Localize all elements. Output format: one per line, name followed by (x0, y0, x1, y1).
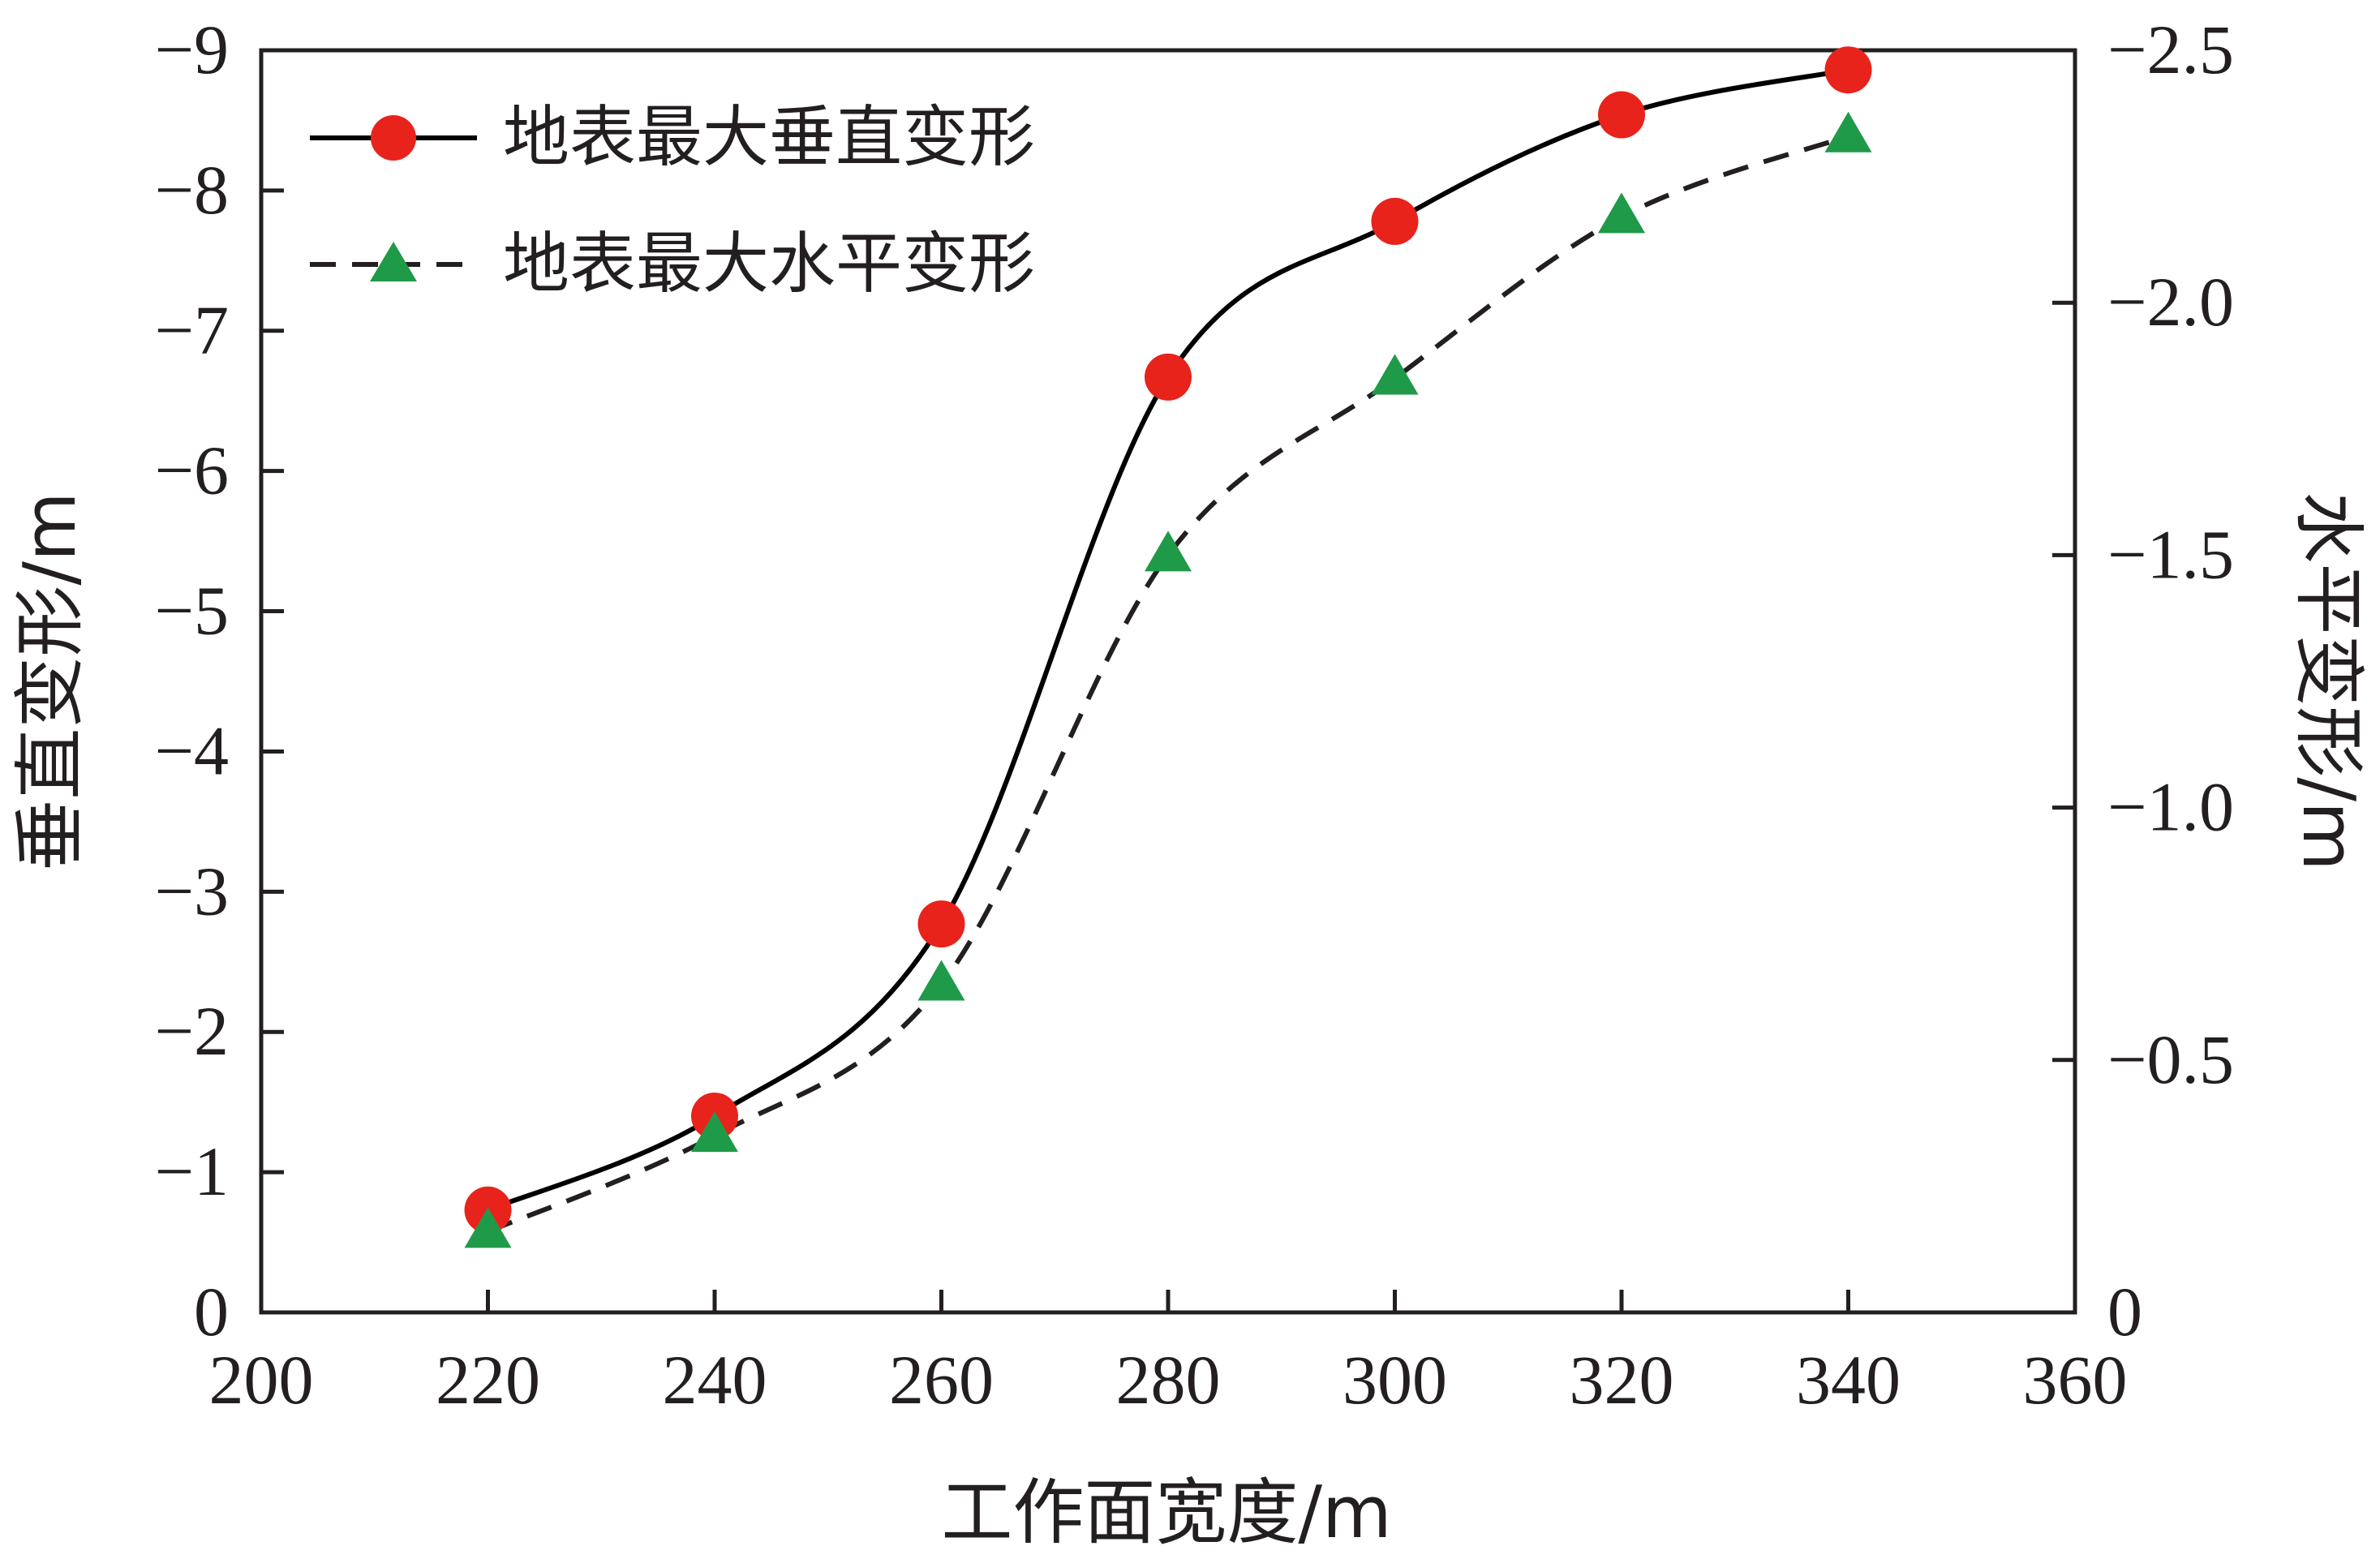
y-left-tick-label: −1 (154, 1132, 229, 1210)
data-point-circle (1598, 91, 1645, 139)
legend-label-horizontal: 地表最大水平变形 (503, 225, 1035, 303)
y-right-tick-label: −2.0 (2107, 263, 2234, 341)
x-tick-label: 360 (2023, 1341, 2128, 1419)
y-right-tick-label: 0 (2107, 1273, 2142, 1351)
x-tick-label: 280 (1116, 1341, 1221, 1419)
x-tick-label: 220 (436, 1341, 540, 1419)
data-point-triangle (917, 960, 965, 1001)
data-point-triangle (691, 1111, 738, 1153)
y-right-tick-label: −1.5 (2107, 515, 2234, 593)
legend-label-vertical: 地表最大垂直变形 (503, 99, 1035, 176)
x-tick-label: 260 (889, 1341, 994, 1419)
x-tick-label: 300 (1343, 1341, 1447, 1419)
y-left-tick-label: −8 (154, 151, 229, 229)
y-left-tick-label: −7 (154, 291, 229, 369)
y-left-tick-label: −4 (154, 711, 229, 789)
y-left-tick-label: 0 (194, 1273, 229, 1351)
data-point-triangle (1824, 111, 1872, 152)
x-axis-title: 工作面宽度/m (941, 1471, 1391, 1554)
data-point-triangle (1371, 354, 1419, 395)
x-tick-label: 240 (663, 1341, 767, 1419)
markers-layer (464, 46, 1872, 1248)
right-axis-title: 水平变形/m (2287, 492, 2370, 870)
data-point-triangle (464, 1207, 512, 1248)
legend-marker-circle (371, 115, 416, 161)
legend: 地表最大垂直变形 地表最大水平变形 (310, 99, 1035, 303)
ticks-layer: 200 220 240 260 280 300 320 340 3600−1−2−3−4−5−6… (154, 11, 2234, 1419)
y-left-tick-label: −2 (154, 992, 229, 1070)
x-tick-label: 320 (1570, 1341, 1674, 1419)
y-left-tick-label: −3 (154, 852, 229, 930)
data-point-circle (1145, 353, 1192, 401)
y-right-tick-label: −1.0 (2107, 768, 2234, 846)
data-point-triangle (1598, 192, 1645, 234)
data-point-circle (1371, 197, 1419, 245)
legend-marker-triangle (370, 242, 417, 281)
y-right-tick-label: −0.5 (2107, 1020, 2234, 1098)
data-point-circle (1824, 46, 1872, 94)
y-left-tick-label: −9 (154, 11, 229, 88)
x-tick-label: 340 (1796, 1341, 1901, 1419)
left-axis-title: 垂直变形/m (8, 492, 92, 870)
y-left-tick-label: −6 (154, 432, 229, 509)
y-right-tick-label: −2.5 (2107, 11, 2234, 88)
data-point-triangle (1145, 530, 1192, 572)
y-left-tick-label: −5 (154, 572, 229, 650)
data-point-circle (917, 900, 965, 948)
x-tick-label: 200 (209, 1341, 314, 1419)
